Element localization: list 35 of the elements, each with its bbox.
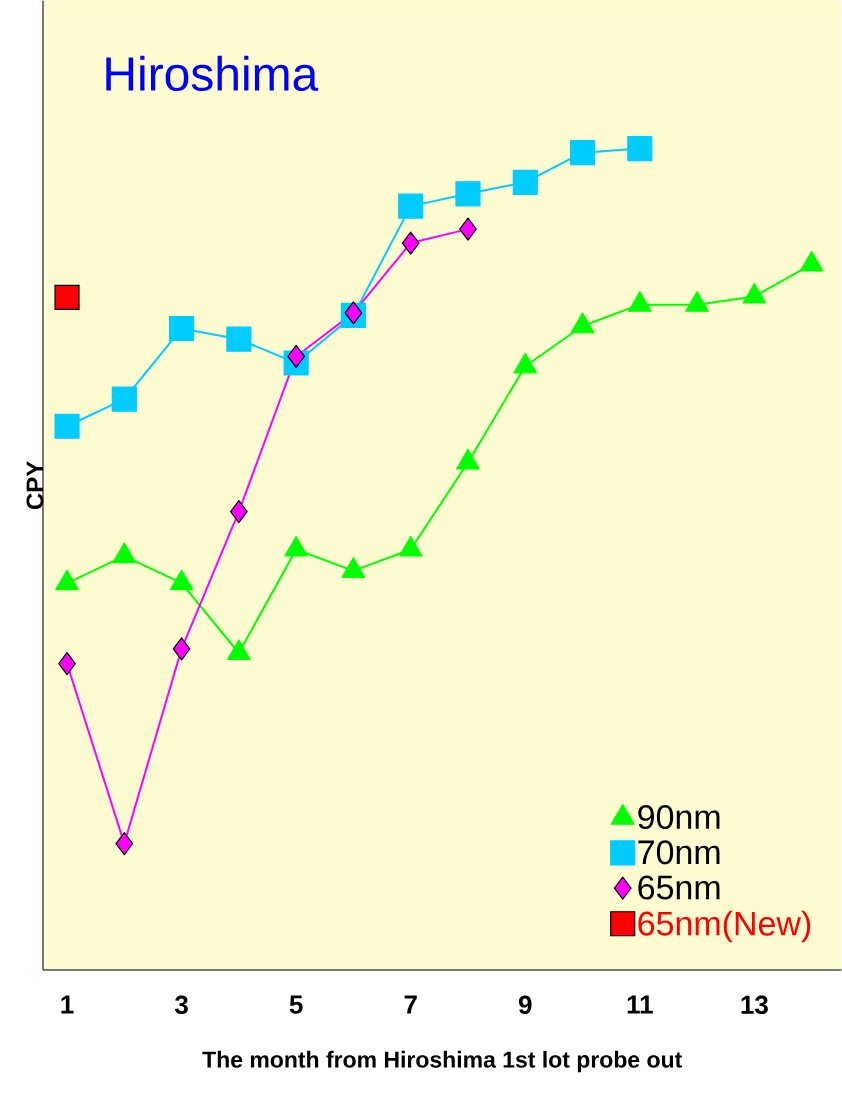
point — [111, 386, 137, 412]
point — [459, 217, 477, 241]
point — [226, 639, 251, 661]
chart-title: Hiroshima — [106, 55, 319, 92]
point — [54, 284, 80, 310]
point — [55, 569, 79, 591]
point — [456, 448, 480, 470]
point — [398, 535, 423, 557]
x-tick-label: 5 — [289, 995, 303, 1014]
point — [398, 193, 424, 219]
point — [168, 315, 195, 342]
x-tick-label: 11 — [627, 995, 653, 1014]
legend-label: 90nm — [638, 805, 720, 830]
y-axis-title: CPY — [26, 461, 44, 510]
point — [512, 169, 538, 195]
point — [341, 557, 366, 578]
point — [627, 136, 653, 162]
x-tick-label: 1 — [61, 995, 74, 1014]
point — [112, 542, 137, 564]
x-tick-label: 13 — [741, 995, 768, 1015]
point — [401, 231, 420, 255]
x-axis-title: The month from Hiroshima 1st lot probe out — [202, 1050, 682, 1073]
legend-label: 65nm(New) — [638, 910, 811, 943]
point — [287, 344, 305, 369]
x-tick-label: 3 — [174, 995, 188, 1015]
point — [169, 569, 194, 591]
legend-label: 70nm — [638, 840, 720, 865]
point — [54, 413, 80, 439]
point — [284, 535, 308, 557]
x-tick-label: 7 — [404, 995, 417, 1014]
point — [455, 181, 481, 207]
x-tick-label: 9 — [518, 995, 532, 1014]
point — [569, 140, 596, 166]
legend-label: 65nm — [638, 875, 720, 900]
point — [226, 326, 252, 352]
